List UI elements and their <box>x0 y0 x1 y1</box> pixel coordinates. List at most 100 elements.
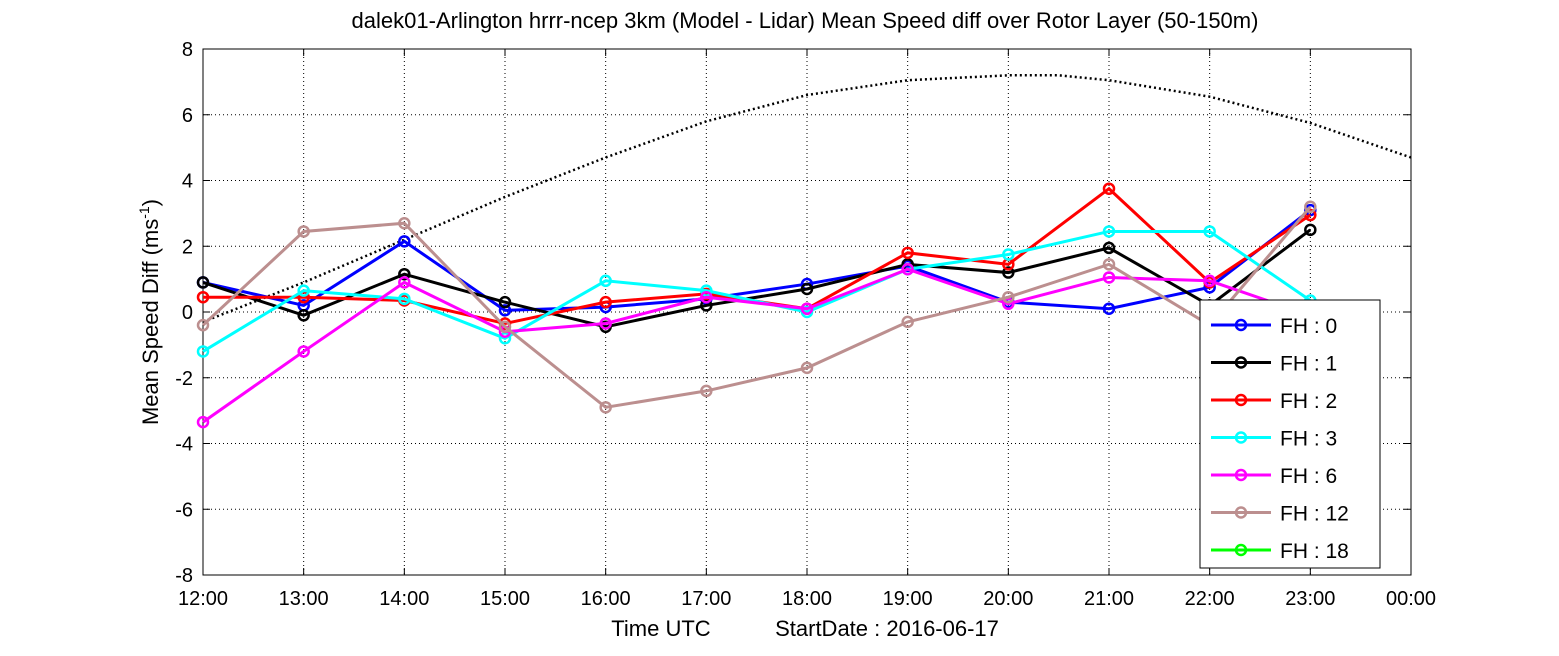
series-point <box>196 276 210 289</box>
series-point <box>1102 258 1116 271</box>
x-tick-label: 23:00 <box>1285 588 1335 610</box>
reference-curve-layer <box>202 74 1412 324</box>
legend-label: FH : 6 <box>1280 465 1337 488</box>
series-point <box>498 295 512 309</box>
y-axis-label: Mean Speed Diff (ms-1) <box>136 199 163 425</box>
series-point <box>700 299 713 312</box>
series-line <box>201 205 1312 409</box>
legend-marker <box>1234 356 1248 369</box>
y-axis-label-superscript: -1 <box>136 206 152 219</box>
series-point <box>1203 274 1216 288</box>
legend-marker <box>1234 543 1248 557</box>
x-tick-label: 22:00 <box>1185 588 1235 610</box>
series-point <box>1002 290 1015 304</box>
series-point <box>1102 225 1116 238</box>
y-tick-label: 0 <box>182 302 193 324</box>
legend-item: FH : 3 <box>1211 428 1337 451</box>
x-axis-start-date: StartDate : 2016-06-17 <box>775 616 999 641</box>
x-axis-tick-labels: 12:00 13:00 14:00 15:00 16:00 17:00 18:00 19:00… <box>178 588 1436 610</box>
series-point <box>196 345 210 358</box>
series-point <box>901 246 914 260</box>
legend: FH : 0 FH : 1 FH : 2 FH : 3 FH : 6 FH : 12 FH … <box>1199 299 1381 569</box>
legend-label: FH : 0 <box>1280 315 1337 338</box>
legend-box <box>1199 299 1381 569</box>
legend-marker <box>1234 506 1248 519</box>
x-tick-label: 17:00 <box>681 588 731 610</box>
series-point <box>599 317 612 330</box>
reference-curve <box>202 74 1412 324</box>
x-tick-label: 18:00 <box>782 588 832 610</box>
legend-label: FH : 2 <box>1280 390 1337 413</box>
x-axis-label: Time UTC <box>611 616 711 641</box>
y-tick-label: -6 <box>175 499 193 521</box>
legend-item: FH : 6 <box>1211 465 1337 488</box>
y-tick-label: 2 <box>182 236 193 258</box>
series-line <box>202 228 1312 329</box>
legend-marker <box>1234 468 1248 482</box>
x-tick-label: 15:00 <box>480 588 530 610</box>
series-point <box>1304 200 1317 214</box>
series-point <box>800 302 814 315</box>
y-tick-label: -8 <box>175 565 193 587</box>
series-point <box>498 332 512 345</box>
series-point <box>297 345 310 358</box>
series-point <box>1102 271 1116 284</box>
series-point <box>1304 223 1317 237</box>
series-point <box>599 274 612 288</box>
series-point <box>700 284 713 297</box>
series-point <box>1203 225 1216 238</box>
series-point <box>196 318 210 332</box>
series-point <box>700 384 713 398</box>
y-tick-label: -2 <box>175 368 193 390</box>
legend-label: FH : 3 <box>1280 428 1337 451</box>
series-point <box>297 309 310 322</box>
series-point <box>700 290 713 304</box>
legend-item: FH : 0 <box>1211 315 1337 338</box>
x-tick-label: 16:00 <box>581 588 631 610</box>
x-tick-label: 14:00 <box>379 588 429 610</box>
series-point <box>498 320 512 334</box>
series-point <box>398 292 411 306</box>
y-axis-tick-labels: -8 -6 -4 -2 0 2 4 6 8 <box>175 39 193 587</box>
legend-label: FH : 12 <box>1280 503 1349 526</box>
series-point <box>1002 297 1015 311</box>
series-1 <box>196 223 1317 334</box>
legend-marker <box>1234 393 1248 407</box>
series-point <box>800 361 814 375</box>
series-point <box>398 267 411 281</box>
legend-marker <box>1234 318 1248 332</box>
series-point <box>498 304 512 317</box>
legend-item: FH : 12 <box>1211 503 1349 526</box>
series-point <box>800 282 814 296</box>
legend-item: FH : 18 <box>1211 540 1349 563</box>
chart-title: dalek01-Arlington hrrr-ncep 3km (Model -… <box>352 8 1259 33</box>
x-tick-label: 00:00 <box>1386 588 1436 610</box>
legend-items: FH : 0 FH : 1 FH : 2 FH : 3 FH : 6 FH : 12 FH … <box>1211 315 1349 563</box>
x-tick-label: 12:00 <box>178 588 228 610</box>
series-point <box>1102 241 1116 255</box>
legend-item: FH : 1 <box>1211 353 1337 376</box>
series-point <box>398 235 411 248</box>
series-point <box>599 295 612 309</box>
series-point <box>901 263 914 276</box>
x-tick-label: 19:00 <box>883 588 933 610</box>
series-4 <box>196 263 1317 429</box>
series-point <box>1102 182 1116 195</box>
series-line <box>202 229 1312 353</box>
series-point <box>599 401 612 414</box>
legend-marker <box>1234 431 1248 444</box>
series-point <box>1102 302 1116 315</box>
y-tick-label: 8 <box>182 39 193 61</box>
legend-item: FH : 2 <box>1211 390 1337 413</box>
series-point <box>1002 248 1015 261</box>
series-point <box>398 216 411 230</box>
y-tick-label: 6 <box>182 105 193 127</box>
series-5 <box>196 200 1317 414</box>
x-tick-label: 13:00 <box>279 588 329 610</box>
legend-label: FH : 1 <box>1280 353 1337 376</box>
series-line <box>202 267 1311 424</box>
legend-label: FH : 18 <box>1280 540 1349 563</box>
series-point <box>901 315 914 329</box>
y-tick-label: 4 <box>182 171 193 193</box>
